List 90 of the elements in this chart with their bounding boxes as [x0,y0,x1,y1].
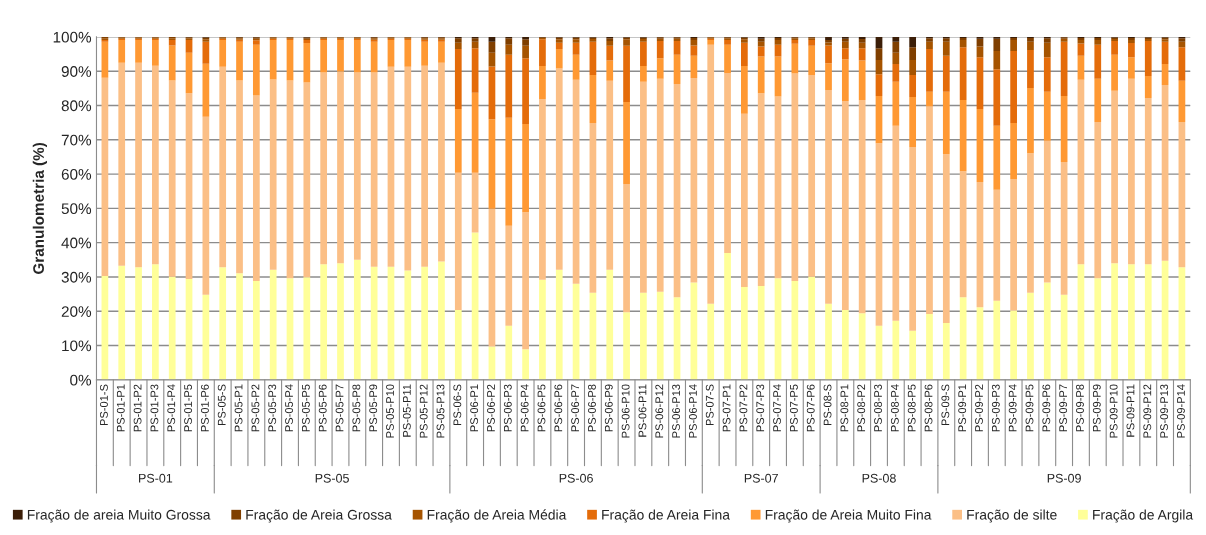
y-tick-label: 60% [61,168,92,180]
x-tick-label: PS-07-P4 [773,384,782,432]
legend-label: Fração de Areia Média [427,509,567,523]
x-tick-label: PS-05-P1 [234,384,243,432]
x-tick-label: PS-05-P9 [369,384,378,432]
x-tick-label: PS-06-P6 [554,384,563,432]
x-tick-label: PS-01-P1 [116,384,125,432]
x-tick-label: PS-06-P1 [470,384,479,432]
x-tick-label: PS-07-P5 [789,384,798,432]
x-tick-label: PS-01-P6 [200,384,209,432]
x-tick-label: PS-05-P5 [301,384,310,432]
x-tick-label: PS-09-P10 [1109,384,1118,438]
text: PS-07 [744,473,778,483]
x-tick-label: PS-05-P12 [419,384,428,438]
x-tick-label: PS-09-P7 [1059,384,1068,432]
x-tick-label: PS-08-S [823,384,832,426]
text: PS-08 [862,473,896,483]
x-tick-label: PS-06-P8 [588,384,596,432]
x-tick-label: PS-05-P13 [436,384,445,438]
x-tick-label: PS-09-P9 [1092,384,1101,432]
x-tick-label: PS-05-P8 [352,384,361,432]
legend-label: Fração de Argila [1093,509,1194,523]
legend-label: Fração de Areia Muito Fina [765,509,932,523]
x-tick-label: PS-09-P13 [1160,384,1169,438]
x-tick-label: PS-06-P14 [689,384,697,438]
x-tick-label: PS-06-P3 [503,384,512,432]
x-tick-label: PS-05-P11 [402,384,411,437]
x-tick-label: PS-09-P8 [1076,384,1084,432]
x-tick-label: PS-06-P9 [604,384,613,432]
x-tick-label: PS-05-P3 [268,384,277,432]
legend-label: Fração de Areia Fina [602,509,730,523]
x-tick-label: PS-07-S [705,384,714,426]
x-tick-label: PS-09-P12 [1143,384,1152,438]
x-tick-label: PS-06-P2 [487,384,495,432]
x-tick-label: PS-01-P3 [150,384,159,432]
x-tick-label: PS-09-P11 [1126,384,1135,437]
y-tick-label: 50% [61,203,92,215]
x-tick-label: PS-09-P5 [1025,384,1034,432]
legend-label: Fração de Areia Grossa [246,509,392,523]
x-tick-label: PS-08-P6 [924,384,933,432]
text: PS-05 [315,473,349,483]
x-tick-label: PS-06-P11 [638,384,647,437]
x-tick-label: PS-07-P6 [806,384,815,432]
x-tick-label: PS-05-S [217,384,226,426]
x-tick-label: PS-01-S [100,384,108,426]
x-tick-label: PS-09-P4 [1008,384,1017,432]
y-tick-label: 0% [70,374,92,386]
y-tick-label: 90% [61,66,92,77]
x-tick-label: PS-06-P13 [672,384,681,438]
x-tick-label: PS-05-P4 [285,384,293,432]
x-tick-label: PS-06-P7 [571,384,580,432]
x-tick-label: PS-01-P5 [184,384,193,432]
text: PS-09 [1047,473,1081,483]
y-tick-label: 30% [61,271,92,283]
x-tick-label: PS-06-P4 [520,384,529,432]
x-tick-label: PS-09-P2 [975,384,983,432]
x-tick-label: PS-08-P4 [890,384,899,432]
x-tick-label: PS-06-P5 [537,384,546,432]
x-tick-label: PS-09-S [941,384,950,426]
x-tick-label: PS-09-P3 [991,384,1000,432]
x-tick-label: PS-08-P5 [907,384,916,432]
x-tick-label: PS-06-S [453,384,462,426]
legend-label: Fração de silte [967,509,1057,523]
y-tick-label: 10% [62,340,92,352]
x-tick-label: PS-08-P1 [840,384,849,432]
x-tick-label: PS-01-P2 [133,384,142,432]
x-tick-label: PS-08-P3 [874,384,882,432]
y-axis-title: Granulometria (%) [32,142,47,274]
x-tick-label: PS-07-P2 [739,384,748,432]
legend-label: Fração de areia Muito Grossa [27,509,211,523]
x-tick-label: PS-05-P2 [251,384,260,432]
x-tick-label: PS-06-P10 [621,384,630,438]
x-tick-label: PS-09-P14 [1177,384,1185,438]
text: PS-01 [139,473,173,483]
x-tick-label: PS-09-P1 [958,384,967,432]
x-tick-label: PS-07-P3 [756,384,765,432]
y-tick-label: 100% [53,31,92,43]
y-tick-label: 20% [61,306,92,317]
x-tick-label: PS-05-P10 [386,384,394,438]
y-tick-label: 80% [61,100,92,112]
y-tick-label: 40% [61,237,92,249]
x-tick-label: PS-09-P6 [1042,384,1051,432]
x-tick-label: PS-08-P2 [857,384,866,432]
y-tick-label: 70% [61,134,92,146]
x-tick-label: PS-07-P1 [722,384,731,432]
x-tick-label: PS-06-P12 [655,384,664,438]
x-tick-label: PS-05-P6 [318,384,327,432]
x-tick-label: PS-01-P4 [167,384,176,432]
text: PS-06 [559,473,593,483]
x-tick-label: PS-05-P7 [335,384,344,432]
